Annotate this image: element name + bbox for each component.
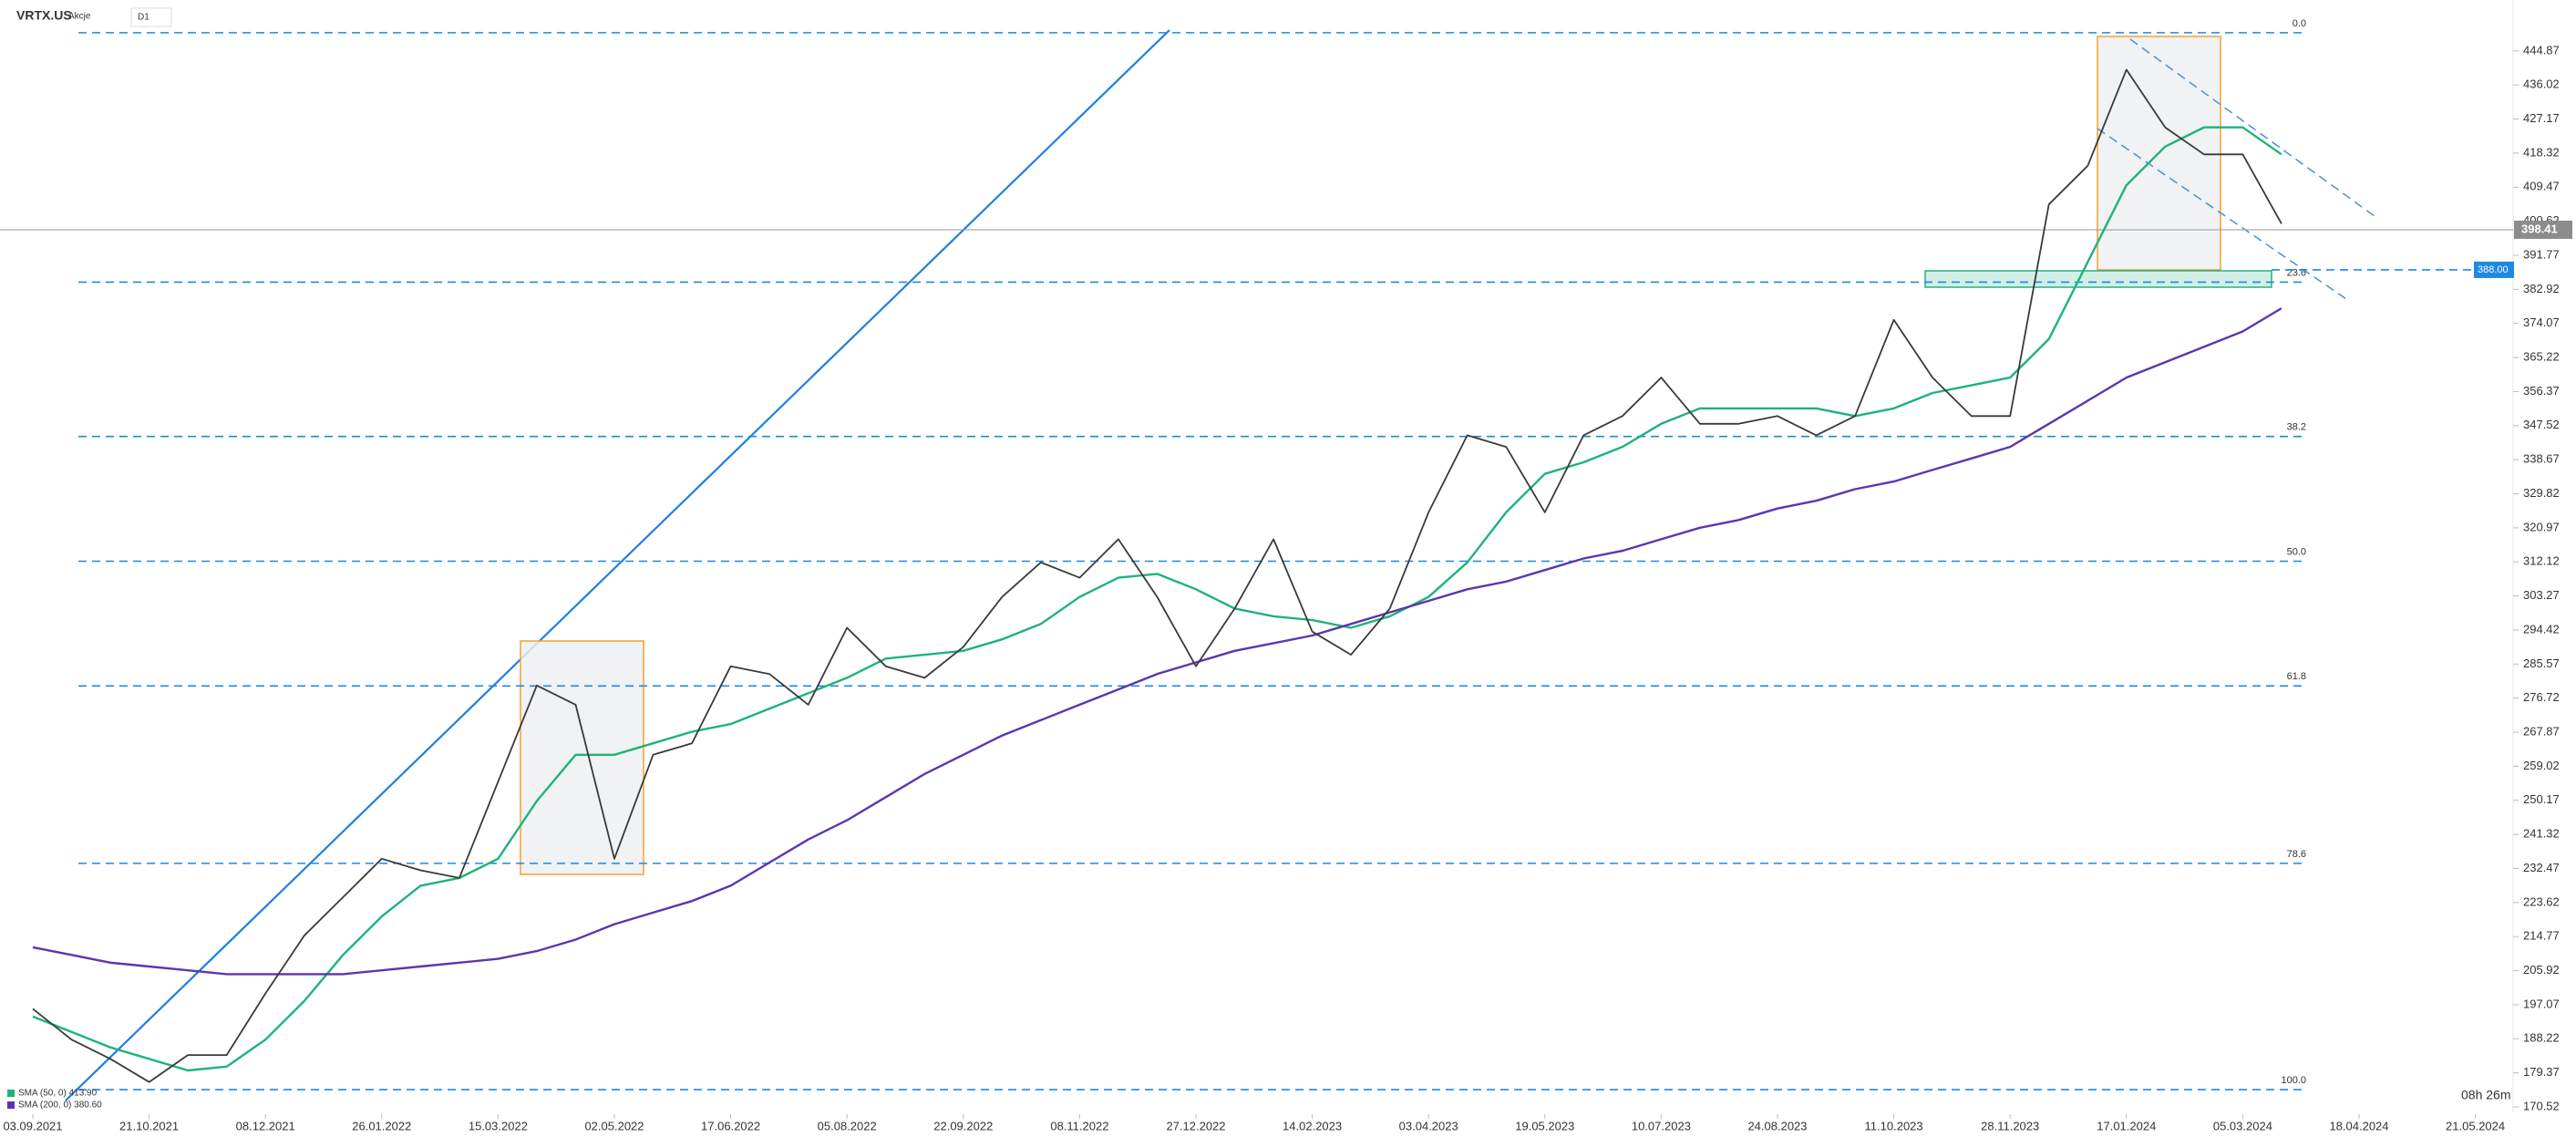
y-tick-label: 232.47 [2523,861,2560,874]
legend-label: SMA (200, 0) 380.60 [18,1101,102,1111]
y-tick-label: 170.52 [2523,1099,2560,1112]
x-tick-label: 18.04.2024 [2329,1119,2388,1132]
y-tick-label: 241.32 [2523,827,2560,841]
plot: 444.87436.02427.17418.32409.47400.62391.… [0,18,2560,1132]
candle-timer: 08h 26m [2461,1088,2510,1102]
y-tick-label: 391.77 [2523,247,2560,261]
x-tick-label: 26.01.2022 [352,1119,411,1132]
x-tick-label: 17.06.2022 [701,1119,760,1132]
fib-label: 61.8 [2287,671,2306,682]
timeframe[interactable]: D1 [138,13,149,23]
fib-label: 38.2 [2287,422,2306,433]
channel-line [2097,128,2350,302]
y-tick-label: 347.52 [2523,418,2560,431]
legend-swatch [7,1101,15,1109]
y-tick-label: 250.17 [2523,792,2560,806]
range-box [520,640,644,875]
symbol: VRTX.US [16,8,72,23]
x-tick-label: 02.05.2022 [584,1119,644,1132]
sma-line [32,307,2282,976]
y-tick-label: 329.82 [2523,486,2560,500]
y-tick-label: 294.42 [2523,622,2560,636]
y-tick-label: 320.97 [2523,520,2560,533]
y-tick-label: 188.22 [2523,1031,2560,1045]
fib-label: 78.6 [2287,849,2306,860]
x-tick-label: 08.12.2021 [236,1119,295,1132]
y-tick-label: 259.02 [2523,759,2560,772]
y-tick-label: 214.77 [2523,929,2560,943]
y-tick-label: 303.27 [2523,588,2560,602]
last-price-box [2514,220,2572,239]
x-tick-label: 03.09.2021 [3,1119,62,1132]
channel-line [2129,38,2379,220]
x-tick-label: 05.03.2024 [2213,1119,2272,1132]
x-tick-label: 08.11.2022 [1050,1119,1108,1132]
alert-label: 388.00 [2478,264,2509,275]
sma-line [32,126,2282,1072]
y-tick-label: 223.62 [2523,894,2560,908]
y-tick-label: 285.57 [2523,656,2560,670]
x-tick-label: 24.08.2023 [1747,1119,1807,1132]
x-tick-label: 11.10.2023 [1865,1119,1923,1132]
alert-box [2474,261,2514,278]
asset-class[interactable]: Akcje [68,12,91,22]
y-tick-label: 205.92 [2523,963,2560,977]
y-tick-label: 356.37 [2523,384,2560,398]
support-zone [1924,270,2272,288]
x-tick-label: 15.03.2022 [469,1119,528,1132]
trend-line [65,29,1170,1101]
legend-label: SMA (50, 0) 413.90 [18,1089,98,1099]
x-tick-label: 21.05.2024 [2446,1119,2505,1132]
y-tick-label: 444.87 [2523,43,2560,57]
x-tick-label: 03.04.2023 [1399,1119,1458,1132]
y-tick-label: 197.07 [2523,997,2560,1010]
y-tick-label: 382.92 [2523,282,2560,295]
y-tick-label: 267.87 [2523,724,2560,738]
y-tick-label: 409.47 [2523,180,2560,193]
x-tick-label: 14.02.2023 [1283,1119,1342,1132]
fib-label: 50.0 [2287,546,2306,557]
x-tick-label: 05.08.2022 [818,1119,877,1132]
y-tick-label: 436.02 [2523,78,2560,91]
y-tick-label: 365.22 [2523,350,2560,364]
fib-label: 100.0 [2281,1075,2306,1086]
x-tick-label: 27.12.2022 [1166,1119,1225,1132]
y-tick-label: 427.17 [2523,111,2560,125]
x-tick-label: 28.11.2023 [1981,1119,2039,1132]
timeframe-box[interactable] [130,7,172,27]
x-tick-label: 17.01.2024 [2097,1119,2156,1132]
y-tick-label: 312.12 [2523,554,2560,568]
legend-swatch [7,1090,15,1097]
x-tick-label: 22.09.2022 [933,1119,993,1132]
y-tick-label: 276.72 [2523,690,2560,704]
y-tick-label: 179.37 [2523,1065,2560,1079]
price-line [32,68,2282,1083]
x-tick-label: 21.10.2021 [119,1119,179,1132]
x-tick-label: 10.07.2023 [1632,1119,1691,1132]
y-tick-label: 374.07 [2523,315,2560,329]
y-tick-label: 338.67 [2523,452,2560,466]
y-tick-label: 418.32 [2523,145,2560,159]
last-price-label: 398.41 [2521,222,2558,235]
x-tick-label: 19.05.2023 [1515,1119,1574,1132]
fib-label: 0.0 [2293,18,2306,29]
